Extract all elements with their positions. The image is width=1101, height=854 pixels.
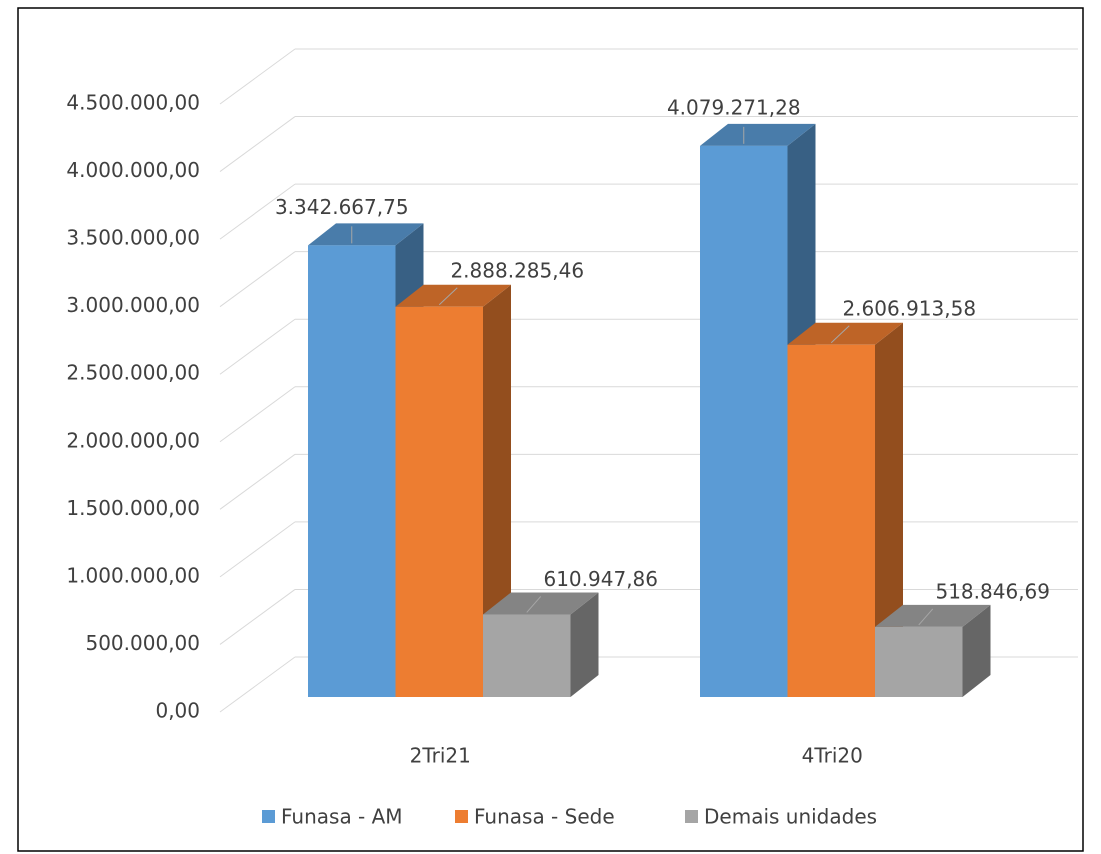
y-tick-label: 500.000,00 (85, 631, 200, 655)
bar (395, 306, 483, 697)
leader-line (918, 608, 934, 626)
leader-line (830, 325, 850, 344)
y-tick-label: 2.500.000,00 (66, 361, 200, 385)
legend-label: Funasa - AM (281, 805, 403, 829)
legend-swatch (262, 810, 275, 823)
y-tick-label: 4.000.000,00 (66, 158, 200, 182)
bar-top (787, 322, 903, 345)
legend-swatch (685, 810, 698, 823)
grid-line (219, 453, 296, 510)
bar-side (570, 592, 599, 697)
data-label: 3.342.667,75 (275, 195, 409, 219)
grid-line (219, 521, 296, 578)
bar-top (395, 284, 511, 307)
data-label: 610.947,86 (543, 567, 658, 591)
data-label: 2.888.285,46 (450, 258, 584, 282)
bar-top (483, 592, 599, 615)
grid-line (219, 318, 296, 375)
y-tick-label: 2.000.000,00 (66, 428, 200, 452)
bar-top (875, 604, 991, 627)
legend-swatch (455, 810, 468, 823)
grid-line (219, 589, 296, 645)
bar-side (483, 284, 511, 697)
grid-line (219, 183, 296, 240)
bar-side (875, 322, 903, 697)
bar-top (308, 223, 424, 246)
legend-label: Funasa - Sede (474, 805, 615, 829)
bar-top (700, 123, 816, 146)
y-tick-label: 0,00 (155, 699, 200, 723)
y-tick-label: 3.000.000,00 (66, 293, 200, 317)
x-tick-label: 2Tri21 (410, 744, 471, 768)
data-label: 4.079.271,28 (667, 95, 801, 119)
bar (308, 245, 396, 697)
bar (483, 614, 571, 697)
bar (787, 344, 875, 697)
y-tick-label: 1.000.000,00 (66, 563, 200, 587)
y-tick-label: 1.500.000,00 (66, 496, 200, 520)
leader-line (438, 287, 458, 306)
x-tick-label: 4Tri20 (802, 744, 863, 768)
grid-line (219, 116, 296, 172)
y-tick-label: 3.500.000,00 (66, 226, 200, 250)
bar-side (962, 604, 991, 697)
bar (700, 145, 788, 698)
bar (875, 626, 963, 697)
leader-line (526, 596, 542, 613)
chart-border (17, 7, 1084, 852)
y-tick-label: 4.500.000,00 (66, 91, 200, 115)
data-label: 518.846,69 (935, 579, 1050, 603)
data-label: 2.606.913,58 (842, 296, 976, 320)
grid-line (219, 386, 296, 443)
legend-label: Demais unidades (704, 805, 877, 829)
grid-line (219, 48, 296, 105)
grid-line (219, 251, 296, 308)
grid-line (219, 656, 296, 713)
